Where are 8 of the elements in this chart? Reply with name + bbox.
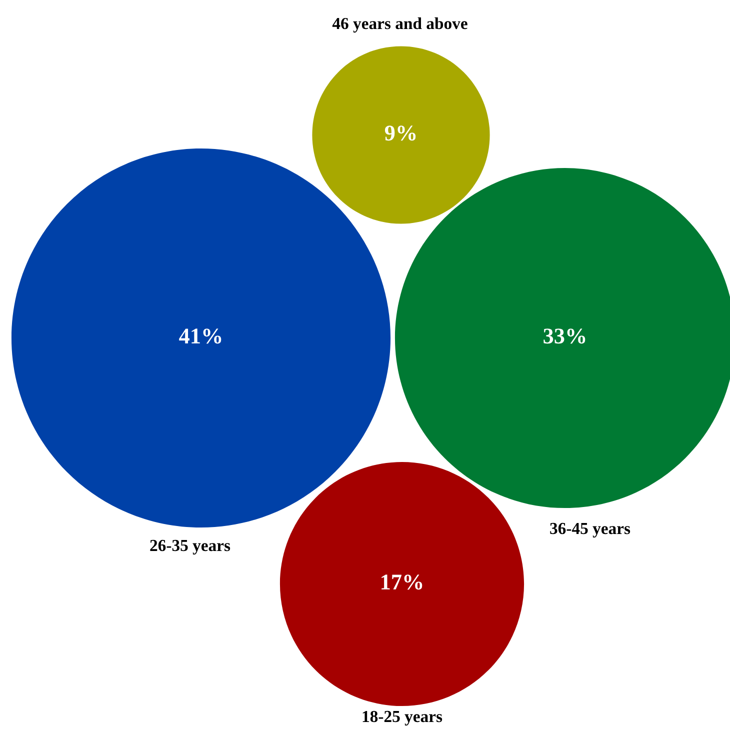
category-label: 18-25 years (362, 710, 442, 726)
data-label: 9% (384, 126, 416, 141)
data-label: 41% (179, 328, 222, 344)
data-label: 17% (382, 574, 422, 590)
category-label: 46 years and above (332, 17, 468, 33)
data-label: 33% (544, 328, 586, 344)
category-label: 36-45 years (550, 522, 630, 538)
category-label: 26-35 years (150, 540, 230, 555)
